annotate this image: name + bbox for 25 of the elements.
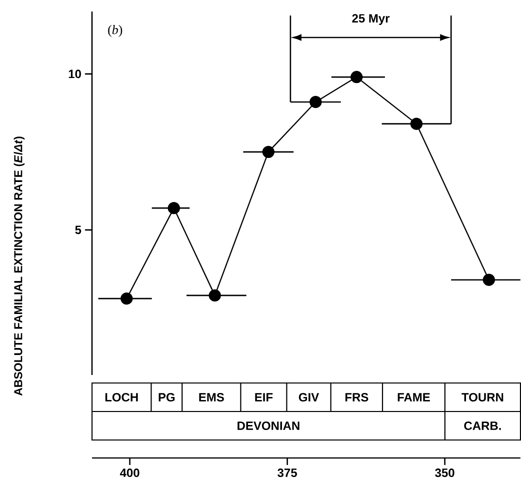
text: EIF xyxy=(255,393,273,402)
x-tick-label: 400 xyxy=(120,468,140,478)
x-tick-label: 375 xyxy=(278,468,297,478)
text: FAME xyxy=(398,393,430,402)
point xyxy=(120,292,133,305)
text: DEVONIAN xyxy=(238,422,300,430)
point xyxy=(410,118,423,130)
text: CARB. xyxy=(464,422,501,430)
text: GIV xyxy=(298,393,320,402)
annotation: 25 Myr xyxy=(352,14,390,25)
y-tick-label: 10 xyxy=(68,70,81,78)
point xyxy=(482,274,495,286)
y-tick-label: 5 xyxy=(75,226,82,234)
text: EMS xyxy=(199,393,224,402)
x-tick-label: 350 xyxy=(435,468,454,478)
point xyxy=(208,289,221,302)
text: PG xyxy=(158,393,175,402)
text: TOURN xyxy=(462,393,504,402)
point xyxy=(262,146,274,158)
text: LOCH xyxy=(105,393,138,402)
text: FRS xyxy=(345,393,368,402)
annotation: (b) xyxy=(108,25,122,37)
point xyxy=(310,96,322,108)
point xyxy=(350,70,363,84)
point xyxy=(168,202,180,214)
